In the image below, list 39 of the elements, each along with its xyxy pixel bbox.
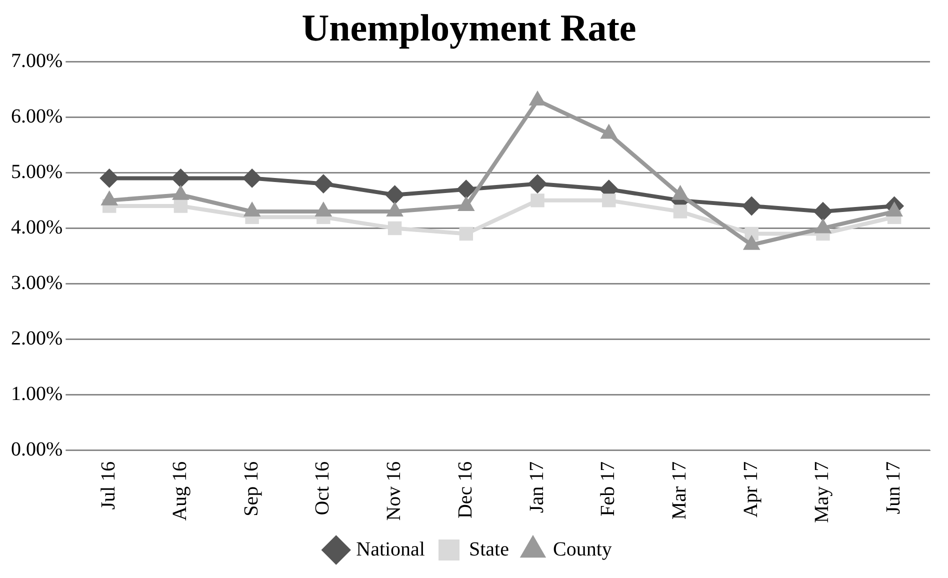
point bbox=[456, 180, 476, 199]
x-tick-label: Jun 17 bbox=[882, 461, 905, 514]
x-tick-label: Oct 16 bbox=[312, 461, 334, 516]
x-tick-label: Apr 17 bbox=[740, 461, 762, 518]
point bbox=[242, 168, 262, 188]
point bbox=[742, 196, 762, 216]
y-tick-label: 7.00% bbox=[10, 50, 63, 72]
x-tick-label: Nov 16 bbox=[383, 461, 406, 521]
point bbox=[174, 199, 188, 213]
x-tick-label: Aug 16 bbox=[168, 461, 191, 521]
y-tick-label: 0.00% bbox=[10, 438, 63, 461]
x-tick-label: Dec 16 bbox=[454, 461, 476, 519]
point bbox=[602, 194, 616, 208]
legend-label: National bbox=[356, 538, 426, 560]
x-tick-label: Jul 16 bbox=[98, 461, 120, 510]
x-tick-label: May 17 bbox=[811, 461, 834, 524]
y-tick-label: 1.00% bbox=[10, 383, 63, 406]
point bbox=[673, 204, 688, 218]
point bbox=[459, 226, 474, 241]
y-tick-label: 3.00% bbox=[10, 272, 63, 294]
y-tick-label: 2.00% bbox=[10, 328, 63, 350]
point bbox=[388, 221, 402, 236]
x-tick-label: Jan 17 bbox=[526, 461, 548, 514]
point bbox=[385, 185, 404, 204]
y-tick-label: 6.00% bbox=[10, 105, 63, 128]
point bbox=[100, 168, 119, 188]
y-tick-label: 4.00% bbox=[10, 216, 63, 238]
point bbox=[528, 174, 548, 194]
y-tick-label: 5.00% bbox=[10, 160, 63, 183]
point bbox=[530, 194, 544, 208]
x-tick-label: Feb 17 bbox=[597, 461, 620, 516]
point bbox=[813, 202, 832, 222]
chart-title: Unemployment Rate bbox=[302, 8, 636, 50]
x-tick-label: Sep 16 bbox=[240, 461, 262, 516]
legend-label: State bbox=[468, 538, 510, 560]
legend-label: County bbox=[552, 538, 612, 560]
point bbox=[171, 168, 190, 188]
x-tick-label: Mar 17 bbox=[668, 461, 690, 520]
point bbox=[314, 174, 333, 194]
